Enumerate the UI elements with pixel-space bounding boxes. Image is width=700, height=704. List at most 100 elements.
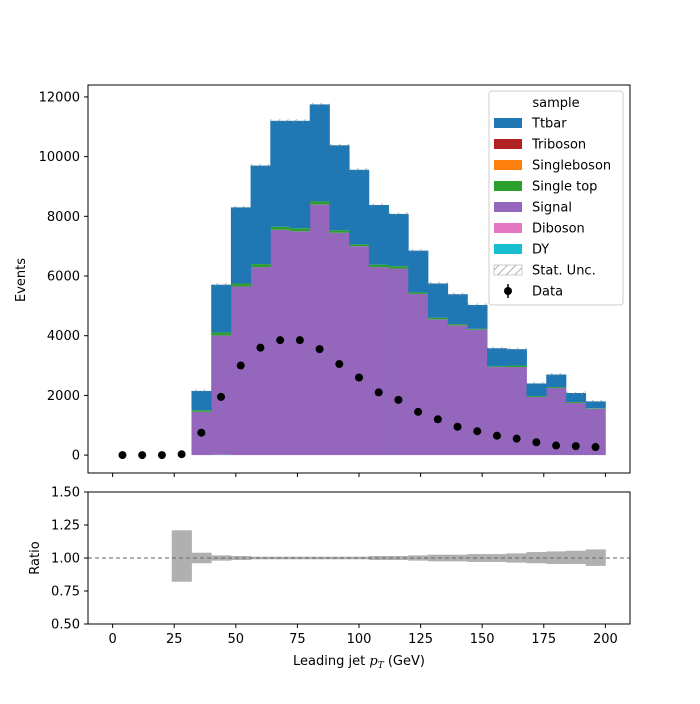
bar-single-top-10 bbox=[369, 265, 389, 267]
bar-signal-3 bbox=[231, 286, 251, 455]
ratio-y-tick-label-2: 1.00 bbox=[51, 552, 80, 567]
bar-ttbar-5 bbox=[270, 121, 290, 227]
x-tick-label-5: 125 bbox=[408, 632, 433, 647]
bar-single-top-19 bbox=[546, 387, 566, 388]
bar-signal-8 bbox=[329, 233, 349, 455]
bar-single-top-11 bbox=[389, 266, 409, 268]
stat-unc-9 bbox=[349, 168, 369, 171]
data-point-3 bbox=[178, 450, 186, 458]
y-tick-label-6: 12000 bbox=[39, 90, 80, 105]
stat-unc-16 bbox=[487, 347, 507, 350]
bar-single-top-4 bbox=[251, 264, 271, 267]
bar-single-top-2 bbox=[211, 332, 231, 335]
data-point-20 bbox=[513, 435, 521, 443]
ratio-band-20 bbox=[566, 551, 586, 564]
legend-label-dy: DY bbox=[532, 243, 549, 258]
stat-unc-17 bbox=[507, 348, 527, 351]
bar-ttbar-7 bbox=[310, 104, 330, 201]
ratio-y-tick-label-4: 1.50 bbox=[51, 486, 80, 501]
ratio-y-tick-label-3: 1.25 bbox=[51, 519, 80, 534]
ratio-uncertainty-band bbox=[172, 530, 606, 581]
bar-ttbar-17 bbox=[507, 349, 527, 365]
bar-signal-13 bbox=[428, 319, 448, 455]
legend-label-data: Data bbox=[532, 285, 563, 300]
bar-ttbar-15 bbox=[467, 305, 487, 329]
bar-single-top-7 bbox=[310, 201, 330, 204]
y-tick-label-1: 2000 bbox=[47, 389, 80, 404]
bar-ttbar-2 bbox=[211, 285, 231, 333]
data-point-9 bbox=[296, 336, 304, 344]
bar-ttbar-11 bbox=[389, 214, 409, 266]
ratio-y-tick-label-1: 0.75 bbox=[51, 585, 80, 600]
stat-unc-7 bbox=[310, 103, 330, 106]
stat-unc-15 bbox=[467, 303, 487, 306]
data-point-12 bbox=[355, 373, 363, 381]
legend-swatch-singleboson bbox=[494, 160, 522, 170]
bar-single-top-17 bbox=[507, 366, 527, 367]
legend-swatch-signal bbox=[494, 202, 522, 212]
bar-signal-9 bbox=[349, 246, 369, 455]
stat-unc-10 bbox=[369, 203, 389, 206]
data-point-0 bbox=[118, 451, 126, 459]
stat-unc-6 bbox=[290, 119, 310, 122]
legend-label-singleboson: Singleboson bbox=[532, 159, 611, 174]
data-point-14 bbox=[394, 396, 402, 404]
data-point-23 bbox=[572, 442, 580, 450]
stat-unc-4 bbox=[251, 164, 271, 167]
bar-ttbar-6 bbox=[290, 121, 310, 228]
legend-swatch-triboson bbox=[494, 139, 522, 149]
y-tick-label-0: 0 bbox=[72, 449, 80, 464]
bar-single-top-21 bbox=[586, 408, 606, 409]
x-tick-label-1: 25 bbox=[166, 632, 183, 647]
data-point-16 bbox=[434, 415, 442, 423]
bar-ttbar-4 bbox=[251, 166, 271, 264]
ratio-band-4 bbox=[251, 557, 271, 560]
stat-unc-13 bbox=[428, 282, 448, 285]
ratio-band-0 bbox=[172, 530, 192, 581]
data-point-7 bbox=[256, 344, 264, 352]
y-tick-label-3: 6000 bbox=[47, 270, 80, 285]
data-point-19 bbox=[493, 432, 501, 440]
stat-unc-19 bbox=[546, 373, 566, 376]
ratio-band-9 bbox=[349, 557, 369, 560]
bar-single-top-12 bbox=[408, 292, 428, 293]
data-point-15 bbox=[414, 408, 422, 416]
legend-label-single-top: Single top bbox=[532, 180, 597, 195]
legend-label-diboson: Diboson bbox=[532, 222, 585, 237]
data-point-17 bbox=[454, 423, 462, 431]
bar-ttbar-10 bbox=[369, 205, 389, 265]
y-axis-label: Events bbox=[14, 258, 29, 302]
legend-title: sample bbox=[532, 96, 579, 111]
bar-signal-10 bbox=[369, 267, 389, 455]
bar-single-top-8 bbox=[329, 230, 349, 232]
data-point-5 bbox=[217, 393, 225, 401]
bar-signal-7 bbox=[310, 204, 330, 455]
data-point-8 bbox=[276, 336, 284, 344]
data-point-11 bbox=[335, 360, 343, 368]
bar-single-top-18 bbox=[527, 396, 547, 397]
data-point-24 bbox=[592, 443, 600, 451]
stat-unc-20 bbox=[566, 392, 586, 395]
stat-unc-3 bbox=[231, 206, 251, 209]
ratio-band-15 bbox=[467, 554, 487, 562]
data-point-22 bbox=[552, 442, 560, 450]
bar-ttbar-8 bbox=[329, 145, 349, 230]
bar-single-top-14 bbox=[448, 324, 468, 325]
stat-unc-12 bbox=[408, 249, 428, 252]
stat-unc-8 bbox=[329, 144, 349, 147]
x-tick-label-4: 100 bbox=[347, 632, 372, 647]
x-tick-label-8: 200 bbox=[593, 632, 618, 647]
stat-unc-11 bbox=[389, 212, 409, 215]
data-point-4 bbox=[197, 429, 205, 437]
bar-single-top-5 bbox=[270, 227, 290, 230]
legend-label-stat-unc: Stat. Unc. bbox=[532, 264, 596, 279]
legend-label-ttbar: Ttbar bbox=[531, 117, 567, 132]
y-tick-label-4: 8000 bbox=[47, 210, 80, 225]
bar-signal-11 bbox=[389, 269, 409, 456]
bar-single-top-6 bbox=[290, 228, 310, 231]
legend-label-triboson: Triboson bbox=[531, 138, 586, 153]
bar-signal-16 bbox=[487, 367, 507, 455]
data-point-1 bbox=[138, 451, 146, 459]
legend-swatch-dy bbox=[494, 244, 522, 254]
